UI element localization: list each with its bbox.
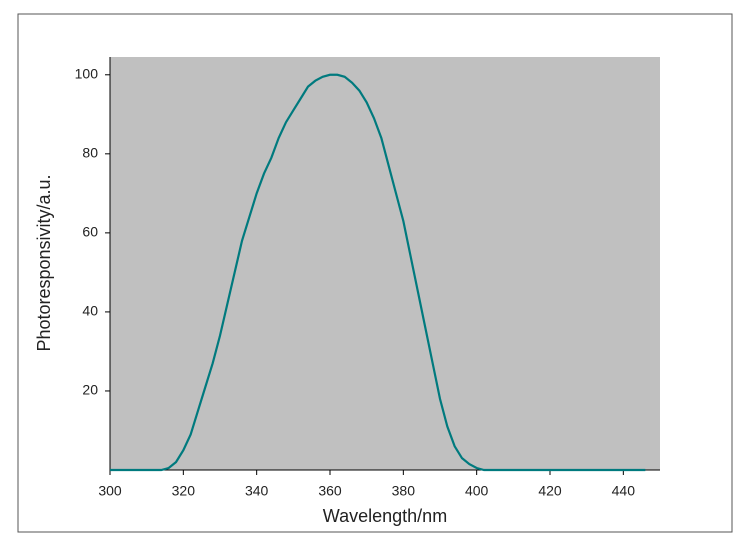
x-tick-label: 320 — [172, 483, 196, 499]
y-tick-label: 80 — [82, 145, 98, 161]
x-tick-label: 420 — [538, 483, 562, 499]
y-tick-label: 100 — [75, 65, 99, 81]
plot-area — [110, 57, 660, 470]
x-tick-label: 340 — [245, 483, 269, 499]
y-axis-title: Photoresponsivity/a.u. — [34, 174, 54, 351]
x-tick-label: 440 — [612, 483, 636, 499]
x-tick-label: 300 — [98, 483, 122, 499]
x-tick-label: 360 — [318, 483, 342, 499]
x-axis-title: Wavelength/nm — [323, 506, 447, 526]
x-tick-label: 380 — [392, 483, 416, 499]
y-tick-label: 60 — [82, 224, 98, 240]
y-tick-label: 40 — [82, 303, 98, 319]
x-tick-label: 400 — [465, 483, 489, 499]
y-tick-label: 20 — [82, 382, 98, 398]
line-series — [110, 73, 646, 472]
